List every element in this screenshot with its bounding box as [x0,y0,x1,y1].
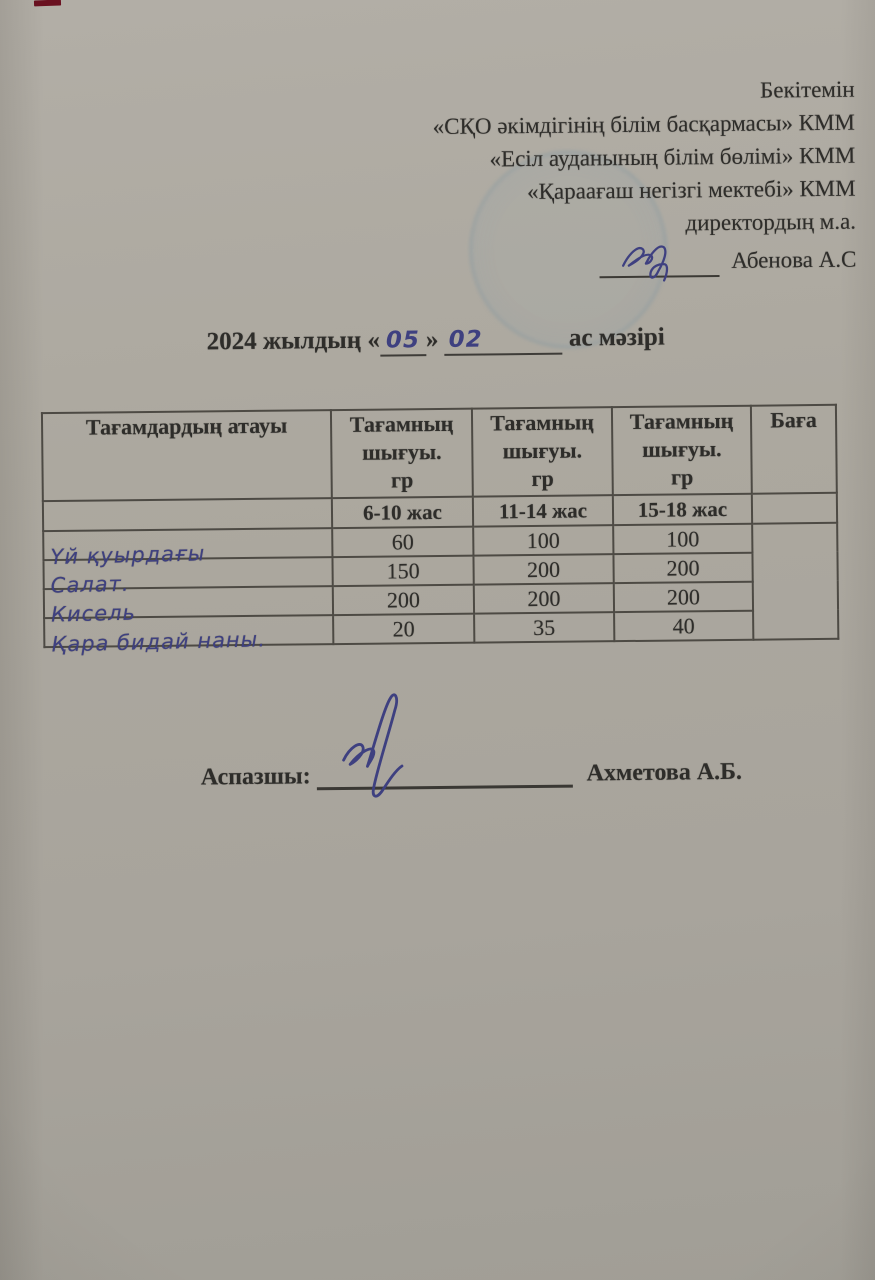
grams-cell: 20 [333,613,475,645]
handwritten-dish-name: Үй қуырдағы [50,541,206,570]
grams-cell: 100 [473,525,614,556]
grams-cell: 200 [613,552,753,584]
col-header-portion-2: Тағамның шығуы. гр [471,407,613,497]
cook-name: Ахметова А.Б. [586,758,743,787]
director-name: Абенова А.С [731,246,857,273]
table-header-row: Тағамдардың атауы Тағамның шығуы. гр Тағ… [41,404,837,502]
grams-cell: 200 [332,584,475,616]
dish-cell: Үй қуырдағы [43,528,333,569]
col-header-dishes: Тағамдардың атауы [41,410,332,502]
price-empty-cell [752,522,839,640]
org-line-3: «Қараағаш негізгі мектебі» КММ [526,175,856,205]
red-corner-mark [33,0,62,7]
col-header-price: Баға [750,404,837,494]
grams-cell: 200 [473,554,614,585]
handwritten-dish-name: Кисель [50,600,137,627]
director-signature-icon [621,245,669,282]
org-line-2: «Есіл ауданының білім бөлімі» КММ [489,142,856,172]
handwritten-month: 02 [448,326,483,353]
menu-title: 2024 жылдың «05» 02 ас мәзірі [0,321,873,360]
grams-cell: 200 [613,581,754,613]
grams-cell: 100 [613,523,753,555]
title-suffix: ас мәзірі [568,323,665,352]
col-header-portion-1: Тағамның шығуы. гр [330,408,473,499]
grams-cell: 40 [614,610,754,642]
age-group-1: 6-10 жас [331,496,474,529]
grams-cell: 150 [332,555,474,587]
cook-signature-block: Аспазшы: Ахметова А.Б. [200,693,743,798]
cook-label: Аспазшы: [200,763,311,791]
col-header-portion-3: Тағамның шығуы. гр [611,405,752,496]
approval-header: Бекітемін «СҚО әкімдігінің білім басқарм… [432,73,857,282]
age-group-3: 15-18 жас [612,493,753,526]
age-price-empty-cell [751,492,838,524]
handwritten-dish-name: Салат. [50,571,130,598]
org-line-1: «СҚО әкімдігінің білім басқармасы» КММ [432,109,856,140]
grams-cell: 60 [332,526,474,558]
title-prefix: 2024 жылдың « [206,326,381,356]
handwritten-dish-name: Қара бидай наны. [51,627,267,657]
approval-word: Бекітемін [759,76,855,103]
director-signature-row: Абенова А.С [434,240,857,282]
cook-signature-icon [342,693,404,798]
grams-cell: 35 [474,612,615,643]
cook-signature-line [316,693,573,798]
age-empty-cell [42,498,333,532]
grams-cell: 200 [473,583,615,614]
menu-table: Тағамдардың атауы Тағамның шығуы. гр Тағ… [41,404,839,657]
age-group-2: 11-14 жас [472,495,614,527]
director-signature-line [599,245,720,282]
title-close-quote: » [425,325,439,354]
handwritten-day: 05 [385,327,421,354]
